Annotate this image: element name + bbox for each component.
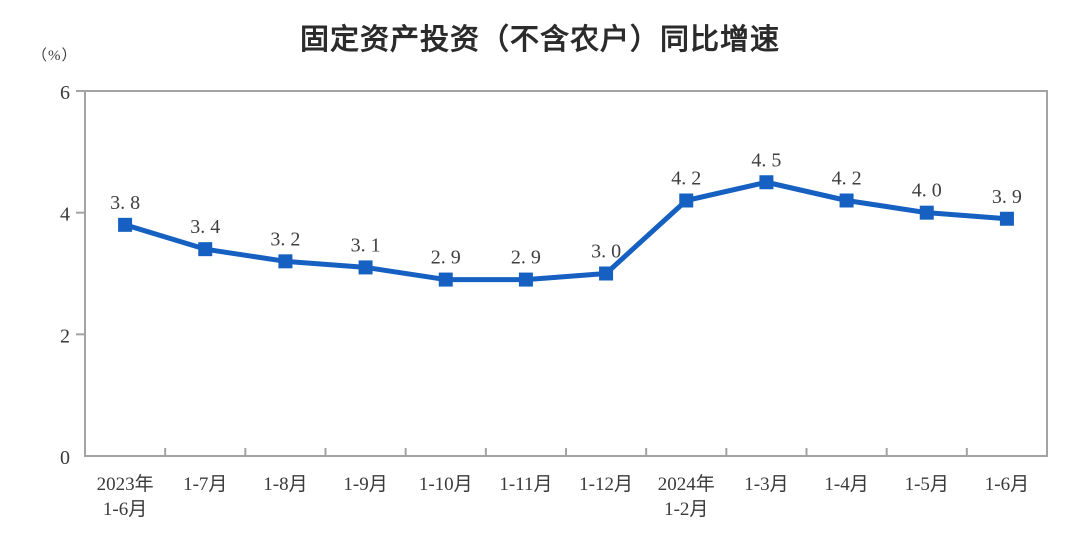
data-point-marker [599,266,614,281]
x-tick-label: 1-11月 [499,474,552,495]
data-point-marker [759,175,774,190]
data-point-marker [118,217,133,232]
x-tick-label: 1-10月 [419,474,473,495]
data-point-label: 3. 8 [110,192,140,214]
plot-border [84,90,1048,457]
data-point-marker [518,272,533,287]
y-tick-label: 6 [60,82,70,104]
data-point-marker [278,254,293,269]
x-tick-label: 1-7月 [183,474,227,495]
data-point-label: 3. 9 [992,186,1022,208]
x-tick-label: 1-6月 [985,474,1029,495]
data-point-marker [679,193,694,208]
x-tick-label: 1-8月 [263,474,307,495]
y-tick-label: 2 [60,325,70,347]
y-tick-label: 4 [60,204,70,226]
x-tick-label: 1-12月 [579,474,633,495]
x-tick-label: 1-5月 [905,474,949,495]
data-point-label: 2. 9 [511,247,541,269]
x-tick-label: 2024年 1-2月 [658,473,715,520]
data-point-marker [919,205,934,220]
y-tick-label: 0 [60,447,70,469]
data-point-marker [839,193,854,208]
x-tick-label: 1-4月 [824,474,868,495]
x-tick-label: 1-9月 [343,474,387,495]
y-axis-unit-label: （%） [32,48,78,64]
data-point-label: 3. 1 [351,234,381,256]
data-point-label: 3. 0 [591,241,621,263]
data-point-marker [438,272,453,287]
data-point-label: 4. 0 [912,180,942,202]
data-point-label: 4. 2 [832,168,862,190]
series-line [122,179,1010,283]
data-point-label: 3. 4 [190,216,220,238]
data-point-marker [198,242,213,257]
data-point-label: 4. 2 [671,168,701,190]
x-tick-label: 1-3月 [744,474,788,495]
data-point-label: 2. 9 [431,247,461,269]
data-point-marker [999,211,1014,226]
data-point-label: 4. 5 [751,149,781,171]
x-tick-label: 2023年 1-6月 [97,473,154,520]
data-point-label: 3. 2 [270,228,300,250]
data-point-marker [358,260,373,275]
chart-title: 固定资产投资（不含农户）同比增速 [299,24,780,56]
